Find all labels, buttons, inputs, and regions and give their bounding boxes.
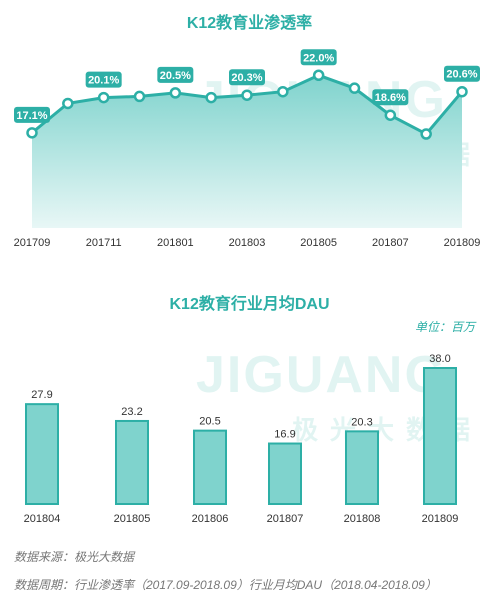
dau-x-tick-label: 201808 [344,513,381,525]
dau-x-tick-label: 201807 [267,513,304,525]
penetration-data-label-bg [229,69,265,86]
penetration-data-label-bg [14,106,50,123]
dau-x-tick-label: 201805 [114,513,151,525]
penetration-data-label: 20.3% [231,72,262,84]
penetration-point-201805 [312,69,325,81]
dau-bar-201808 [345,430,379,506]
watermark-logo-text: JIGUANG [196,346,447,404]
data-period-note: 数据周期：行业渗透率（2017.09-2018.09）行业月均DAU（2018.… [14,578,437,592]
dau-bar-201809 [423,367,457,505]
penetration-data-label-bg [372,89,409,106]
penetration-chart-title: K12教育业渗透率 [186,15,313,32]
penetration-x-tick-label: 201801 [157,237,194,249]
penetration-point-201803 [241,89,253,101]
penetration-data-label-bg [444,65,480,82]
dau-value-label: 20.3 [351,416,372,428]
penetration-point-201802 [205,91,217,104]
dau-value-label: 16.9 [274,429,295,441]
penetration-x-tick-label: 201803 [229,237,266,249]
dau-value-label: 23.2 [121,406,142,418]
penetration-point-201807 [384,109,397,121]
penetration-data-label: 18.6% [375,92,406,104]
penetration-data-label: 20.1% [88,75,119,87]
penetration-point-201710 [62,97,74,110]
penetration-x-tick-label: 201807 [372,237,409,249]
penetration-data-label: 20.5% [160,70,191,82]
penetration-point-201711 [97,91,110,104]
penetration-data-label: 22.0% [303,52,334,64]
dau-x-tick-label: 201809 [422,513,459,525]
penetration-point-201709 [26,127,38,139]
dau-bar-201805 [115,419,149,505]
dau-chart-title: K12教育行业月均DAU [169,296,330,313]
penetration-data-label: 17.1% [16,110,47,122]
penetration-point-201808 [420,128,432,140]
penetration-data-label-bg [85,71,122,88]
penetration-x-tick-label: 201709 [14,237,51,249]
penetration-data-label-bg [300,49,337,66]
dau-value-label: 20.5 [199,416,220,428]
penetration-area-fill [32,75,462,228]
dau-x-tick-label: 201804 [24,513,61,525]
penetration-point-201804 [277,85,289,98]
penetration-point-201809 [456,85,468,98]
penetration-point-201712 [133,90,146,103]
dau-value-label: 38.0 [429,353,450,365]
penetration-point-201806 [348,82,361,94]
penetration-point-201801 [169,87,182,99]
dau-bar-201807 [268,442,302,505]
penetration-data-label-bg [157,66,194,83]
dau-x-tick-label: 201806 [192,513,229,525]
dau-bar-201804 [25,403,59,505]
penetration-x-tick-label: 201805 [300,237,337,249]
penetration-x-tick-label: 201809 [444,237,481,249]
dau-bar-201806 [193,429,227,506]
dau-unit-label: 单位：百万 [414,320,475,334]
data-source-note: 数据来源：极光大数据 [14,550,135,564]
penetration-data-label: 20.6% [446,69,477,81]
dau-value-label: 27.9 [31,389,52,401]
penetration-x-tick-label: 201711 [86,237,122,249]
